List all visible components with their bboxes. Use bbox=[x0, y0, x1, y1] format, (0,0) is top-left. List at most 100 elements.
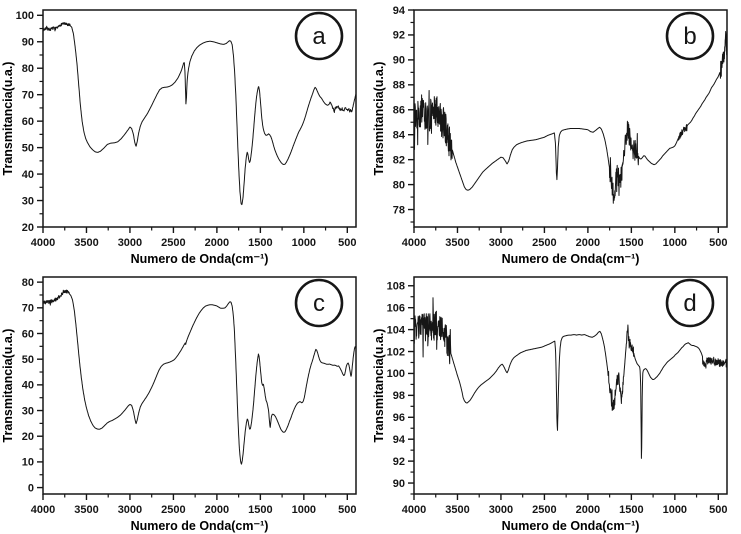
panel-label-letter: b bbox=[683, 23, 696, 50]
x-tick-label: 3000 bbox=[489, 237, 513, 249]
y-axis-title: Transmitancia(u.a.) bbox=[372, 329, 386, 443]
y-axis-title: Transmitancia(u.a.) bbox=[1, 329, 15, 443]
panel-label-letter: a bbox=[312, 23, 326, 50]
x-tick-label: 2000 bbox=[576, 504, 600, 516]
y-tick-label: 94 bbox=[393, 434, 406, 446]
x-tick-label: 1000 bbox=[292, 504, 316, 516]
spectrum-curve bbox=[413, 31, 728, 204]
x-tick-label: 500 bbox=[338, 237, 356, 249]
y-tick-label: 50 bbox=[22, 142, 34, 154]
y-tick-label: 80 bbox=[22, 63, 34, 75]
chart-c: 4000 3500 3000 2500 2000 1500 1000 500 0 10 20 30 40… bbox=[0, 267, 370, 534]
x-tick-label: 1500 bbox=[619, 237, 643, 249]
y-tick-label: 100 bbox=[16, 10, 34, 22]
x-tick-label: 1500 bbox=[619, 504, 643, 516]
chart-b: 4000 3500 3000 2500 2000 1500 1000 500 78 80 82 84 8… bbox=[371, 0, 741, 267]
y-tick-label: 20 bbox=[22, 431, 34, 443]
x-tick-label: 3000 bbox=[118, 237, 142, 249]
spectrum-panel-a: 4000 3500 3000 2500 2000 1500 1000 500 20 30 40 50 6… bbox=[0, 0, 371, 267]
panel-label-circle bbox=[294, 11, 344, 61]
y-tick-label: 50 bbox=[22, 354, 34, 366]
y-axis-title: Transmitancia(u.a.) bbox=[372, 62, 386, 176]
y-tick-label: 102 bbox=[387, 346, 405, 358]
panel-label-letter: c bbox=[313, 290, 325, 317]
y-tick-label: 30 bbox=[22, 405, 34, 417]
x-axis-title: Numero de Onda(cm⁻¹) bbox=[131, 519, 269, 533]
x-tick-label: 3500 bbox=[445, 504, 469, 516]
x-tick-label: 3000 bbox=[118, 504, 142, 516]
y-tick-label: 86 bbox=[393, 105, 405, 117]
x-tick-label: 3500 bbox=[74, 237, 98, 249]
x-tick-label: 4000 bbox=[31, 504, 55, 516]
panel-label-letter: d bbox=[683, 290, 696, 317]
plot-frame bbox=[413, 9, 728, 228]
panel-label-badge: c bbox=[294, 278, 344, 328]
x-tick-label: 1500 bbox=[248, 237, 272, 249]
y-tick-label: 108 bbox=[387, 281, 405, 293]
y-tick-label: 40 bbox=[22, 169, 34, 181]
x-axis-title: Numero de Onda(cm⁻¹) bbox=[131, 252, 269, 266]
panel-label-circle bbox=[665, 11, 715, 61]
x-tick-label: 3500 bbox=[74, 504, 98, 516]
x-tick-label: 1000 bbox=[663, 237, 687, 249]
axes: 4000 3500 3000 2500 2000 1500 1000 500 78 80 82 84 8… bbox=[393, 5, 728, 249]
y-tick-label: 92 bbox=[393, 30, 405, 42]
axes: 4000 3500 3000 2500 2000 1500 1000 500 0 10 20 30 40… bbox=[22, 277, 357, 516]
y-tick-label: 100 bbox=[387, 368, 405, 380]
x-tick-label: 2000 bbox=[205, 237, 229, 249]
x-axis-title: Numero de Onda(cm⁻¹) bbox=[502, 252, 640, 266]
x-tick-label: 500 bbox=[709, 504, 727, 516]
y-tick-label: 90 bbox=[22, 37, 34, 49]
axes: 4000 3500 3000 2500 2000 1500 1000 500 20 30 40 50 6… bbox=[16, 10, 357, 249]
panel-label-badge: d bbox=[665, 278, 715, 328]
x-tick-label: 1000 bbox=[292, 237, 316, 249]
y-tick-label: 10 bbox=[22, 457, 34, 469]
x-tick-label: 2000 bbox=[205, 504, 229, 516]
x-tick-label: 1500 bbox=[248, 504, 272, 516]
x-tick-label: 2000 bbox=[576, 237, 600, 249]
plot-frame bbox=[42, 9, 357, 228]
y-tick-label: 84 bbox=[393, 130, 406, 142]
y-tick-label: 70 bbox=[22, 303, 34, 315]
y-tick-label: 80 bbox=[393, 179, 405, 191]
x-tick-label: 2500 bbox=[161, 237, 185, 249]
x-tick-label: 4000 bbox=[402, 237, 426, 249]
spectrum-panel-c: 4000 3500 3000 2500 2000 1500 1000 500 0 10 20 30 40… bbox=[0, 267, 371, 534]
x-tick-label: 500 bbox=[338, 504, 356, 516]
y-tick-label: 94 bbox=[393, 5, 406, 17]
x-tick-label: 3000 bbox=[489, 504, 513, 516]
panel-label-circle bbox=[294, 278, 344, 328]
x-tick-label: 4000 bbox=[402, 504, 426, 516]
y-tick-label: 106 bbox=[387, 302, 405, 314]
axes: 4000 3500 3000 2500 2000 1500 1000 500 90 92 94 96 9… bbox=[387, 281, 728, 516]
panel-label-badge: b bbox=[665, 11, 715, 61]
y-tick-label: 90 bbox=[393, 478, 405, 490]
y-tick-label: 96 bbox=[393, 412, 405, 424]
x-axis-title: Numero de Onda(cm⁻¹) bbox=[502, 519, 640, 533]
x-tick-label: 2500 bbox=[532, 237, 556, 249]
y-tick-label: 80 bbox=[22, 277, 34, 289]
y-tick-label: 92 bbox=[393, 456, 405, 468]
y-tick-label: 70 bbox=[22, 89, 34, 101]
y-tick-label: 82 bbox=[393, 154, 405, 166]
y-tick-label: 88 bbox=[393, 80, 405, 92]
panel-label-circle bbox=[665, 278, 715, 328]
x-tick-label: 1000 bbox=[663, 504, 687, 516]
y-tick-label: 78 bbox=[393, 204, 405, 216]
spectrum-curve bbox=[413, 297, 728, 459]
y-tick-label: 98 bbox=[393, 390, 405, 402]
spectrum-panel-d: 4000 3500 3000 2500 2000 1500 1000 500 90 92 94 96 9… bbox=[371, 267, 741, 534]
y-tick-label: 90 bbox=[393, 55, 405, 67]
x-tick-label: 3500 bbox=[445, 237, 469, 249]
x-tick-label: 2500 bbox=[532, 504, 556, 516]
panel-label-badge: a bbox=[294, 11, 344, 61]
y-tick-label: 30 bbox=[22, 195, 34, 207]
y-axis-title: Transmitancia(u.a.) bbox=[1, 62, 15, 176]
spectrum-curve bbox=[42, 289, 357, 465]
y-tick-label: 40 bbox=[22, 380, 34, 392]
x-tick-label: 2500 bbox=[161, 504, 185, 516]
chart-a: 4000 3500 3000 2500 2000 1500 1000 500 20 30 40 50 6… bbox=[0, 0, 370, 267]
y-tick-label: 60 bbox=[22, 328, 34, 340]
y-tick-label: 20 bbox=[22, 222, 34, 234]
